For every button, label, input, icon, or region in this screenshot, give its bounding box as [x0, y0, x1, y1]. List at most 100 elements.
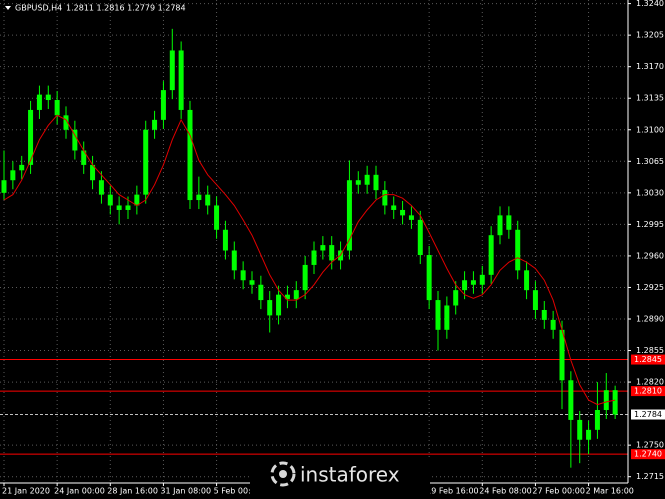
candle-body	[400, 209, 406, 216]
candle-body	[196, 194, 202, 201]
x-tick-label: 19 Feb 16:00	[426, 487, 478, 496]
x-tick-label: 2 Mar 16:00	[586, 487, 634, 496]
candle-body	[302, 264, 308, 291]
y-tick-label: 1.2925	[636, 283, 664, 292]
candle-body	[45, 94, 51, 101]
candle-body	[311, 250, 317, 265]
candle-body	[408, 215, 414, 220]
candle-body	[90, 164, 96, 181]
candle-body	[98, 180, 104, 195]
candle-body	[152, 119, 158, 130]
y-tick-label: 1.2820	[636, 378, 664, 387]
symbol: GBPUSD,H4	[15, 4, 62, 13]
price-level-box	[631, 386, 665, 397]
candle-body	[143, 129, 149, 195]
candle-body	[462, 280, 468, 291]
y-tick-label: 1.2750	[636, 441, 664, 450]
candle-body	[284, 294, 290, 300]
y-tick-label: 1.3170	[636, 62, 664, 71]
candle-body	[524, 270, 530, 291]
candle-body	[497, 215, 503, 236]
candle-body	[54, 100, 60, 116]
price-level-label: 1.2784	[634, 410, 662, 419]
candle-body	[559, 329, 565, 381]
y-tick-label: 1.2715	[636, 472, 664, 481]
candle-body	[586, 429, 592, 440]
candle-body	[329, 245, 335, 261]
candle-body	[1, 180, 7, 193]
candle-body	[417, 219, 423, 256]
candle-body	[187, 109, 193, 201]
x-tick-label: 24 Jan 00:00	[54, 487, 105, 496]
candle-body	[391, 205, 397, 210]
y-tick-label: 1.3100	[636, 125, 664, 134]
watermark-text: instaforex	[300, 463, 400, 487]
price-level-label: 1.2740	[634, 450, 662, 459]
marks-layer	[0, 28, 628, 468]
y-tick-label: 1.2855	[636, 346, 664, 355]
candle-body	[205, 194, 211, 206]
candle-body	[346, 180, 352, 251]
candle-body	[479, 274, 485, 285]
candle-body	[276, 294, 282, 316]
candle-body	[568, 380, 574, 420]
candle-body	[594, 410, 600, 430]
candle-body	[28, 109, 34, 165]
candle-body	[532, 290, 538, 310]
candle-body	[10, 170, 16, 181]
y-tick-label: 1.3030	[636, 188, 664, 197]
menu-triangle	[5, 6, 11, 10]
candle-body	[63, 115, 69, 130]
y-tick-label: 1.2995	[636, 220, 664, 229]
candle-body	[603, 390, 609, 411]
grid-layer	[0, 0, 628, 483]
logo-icon	[270, 461, 296, 487]
candle-body	[488, 235, 494, 275]
candle-body	[160, 90, 166, 120]
ohlc-header: 1.2811 1.2816 1.2779 1.2784	[66, 4, 186, 13]
y-tick-label: 1.2960	[636, 251, 664, 260]
candle-body	[515, 229, 521, 271]
candle-body	[541, 309, 547, 320]
watermark: instaforex	[250, 458, 430, 499]
candle-body	[249, 280, 255, 285]
candle-body	[550, 319, 556, 330]
logo-icon-center	[279, 470, 287, 478]
candle-body	[222, 229, 228, 251]
candle-body	[435, 300, 441, 330]
price-level-label: 1.2810	[634, 387, 662, 396]
candle-body	[382, 190, 388, 206]
candle-body	[125, 205, 131, 210]
candle-body	[36, 94, 42, 110]
y-tick-label: 1.2890	[636, 314, 664, 323]
candle-body	[373, 174, 379, 191]
candle-body	[453, 290, 459, 306]
candle-body	[107, 194, 113, 206]
candle-body	[134, 194, 140, 206]
x-tick-label: 5 Feb 00:00	[214, 487, 261, 496]
price-level-box	[631, 449, 665, 460]
candle-body	[320, 245, 326, 251]
candle-body	[81, 150, 87, 165]
price-level-label: 1.2845	[634, 355, 662, 364]
candle-body	[214, 205, 220, 230]
candle-body	[169, 50, 175, 91]
candle-body	[240, 270, 246, 281]
candle-body	[577, 419, 583, 440]
candle-body	[470, 280, 476, 285]
y-tick-label: 1.3240	[636, 0, 664, 8]
x-tick-label: 31 Jan 08:00	[160, 487, 211, 496]
x-tick-label: 28 Jan 16:00	[107, 487, 158, 496]
candle-body	[426, 255, 432, 301]
candle-body	[72, 129, 78, 151]
candle-body	[19, 164, 25, 171]
y-tick-label: 1.3065	[636, 157, 664, 166]
candle-body	[444, 305, 450, 330]
candle-body	[116, 205, 122, 210]
y-tick-label: 1.3205	[636, 31, 664, 40]
candle-body	[267, 300, 273, 316]
price-level-box	[631, 409, 665, 420]
candle-body	[258, 284, 264, 301]
